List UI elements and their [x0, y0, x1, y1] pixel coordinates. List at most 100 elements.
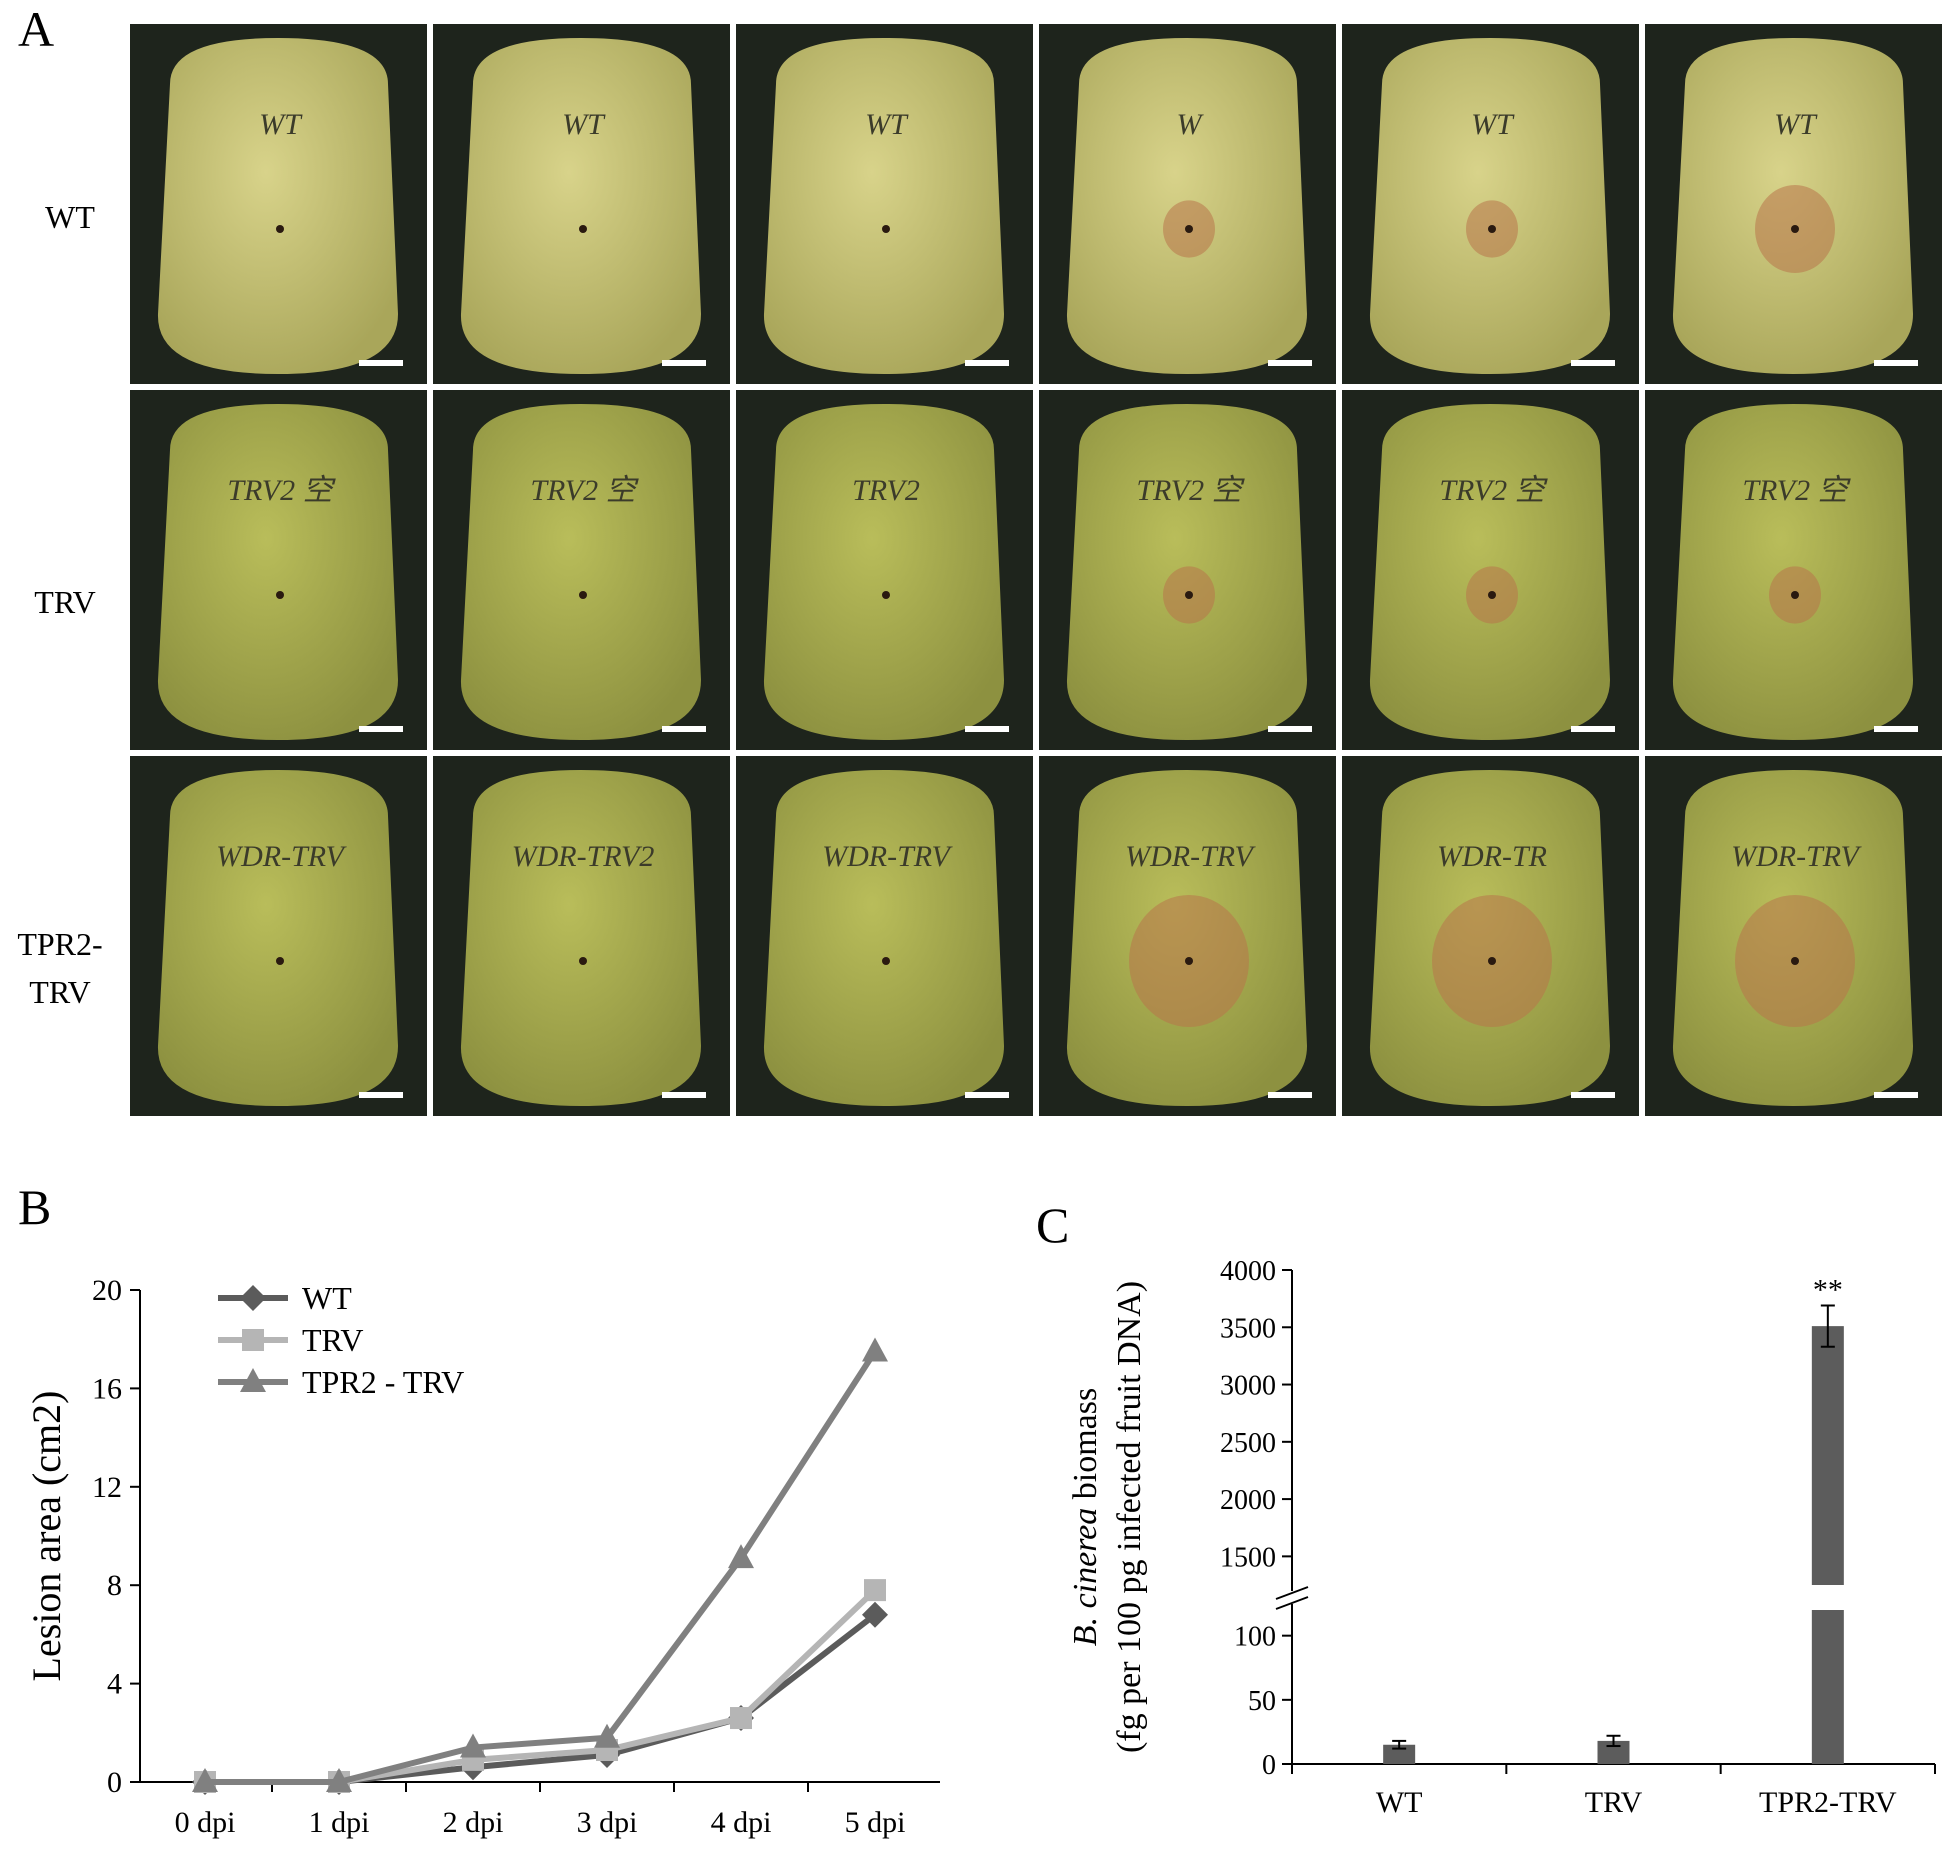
y-tick-label: 1500: [1220, 1542, 1276, 1573]
fruit-photo: TRV2 空: [1039, 390, 1336, 750]
legend-marker: [240, 1285, 266, 1311]
fruit-illustration: WT: [763, 38, 1004, 374]
inoculation-point: [1185, 591, 1193, 599]
fruit-illustration: TRV2 空: [460, 404, 701, 740]
lesion-area-line-chart: 0 4 8 12 16 20 0 dpi 1 dpi 2 dpi 3 dpi 4 dpi 5 dpi L…: [24, 1274, 940, 1839]
fruit-photo: WDR-TRV: [736, 756, 1033, 1116]
y-axis-label: B. cinerea biomass: [1067, 1388, 1104, 1646]
scale-bar: [1268, 1092, 1312, 1098]
inoculation-point: [276, 591, 284, 599]
row-label-tpr2-line1: TPR2-: [17, 926, 103, 962]
fruit-photo: WT: [1645, 24, 1942, 384]
y-tick-label: 20: [92, 1274, 122, 1307]
inoculation-point: [276, 225, 284, 233]
x-tick-label: 3 dpi: [577, 1806, 638, 1839]
y-tick-label: 16: [92, 1372, 122, 1405]
fruit-photo: W: [1039, 24, 1336, 384]
data-point: [594, 1723, 620, 1748]
x-tick-label: 2 dpi: [443, 1806, 504, 1839]
fruit-illustration: WT: [460, 38, 701, 374]
y-tick-label: 0: [107, 1766, 122, 1799]
inoculation-point: [579, 957, 587, 965]
fruit-body: [460, 404, 701, 740]
data-point: [728, 1544, 754, 1569]
legend-label: TPR2 - TRV: [302, 1364, 464, 1400]
bar: [1811, 1326, 1844, 1585]
fruit-marker-text: WT: [1471, 108, 1515, 141]
fruit-photo: TRV2 空: [433, 390, 730, 750]
scale-bar: [1268, 726, 1312, 732]
x-tick-label: 0 dpi: [175, 1806, 236, 1839]
panel-label-c: C: [1036, 1197, 1070, 1253]
fruit-illustration: WDR-TR: [1369, 770, 1610, 1106]
data-point: [864, 1579, 886, 1602]
y-axis-label-line2: (fg per 100 pg infected fruit DNA): [1111, 1281, 1148, 1753]
scale-bar: [965, 726, 1009, 732]
x-tick-label: 4 dpi: [711, 1806, 772, 1839]
scale-bar: [1571, 726, 1615, 732]
fruit-marker-text: WDR-TRV: [822, 840, 953, 873]
inoculation-point: [1791, 957, 1799, 965]
fruit-marker-text: WDR-TRV2: [512, 840, 655, 873]
scale-bar: [662, 726, 706, 732]
fruit-illustration: WDR-TRV: [1066, 770, 1307, 1106]
fruit-photo: WT: [130, 24, 427, 384]
x-tick-label: 5 dpi: [845, 1806, 906, 1839]
fruit-photo: WDR-TRV: [130, 756, 427, 1116]
fruit-photo: WT: [1342, 24, 1639, 384]
fruit-marker-text: WT: [865, 108, 909, 141]
axis-break-mark: [1275, 1596, 1309, 1610]
y-tick-label: 4000: [1220, 1256, 1276, 1287]
fruit-illustration: W: [1066, 38, 1307, 374]
y-tick-label: 2500: [1220, 1428, 1276, 1459]
series-2: TPR2 - TRV: [192, 1337, 888, 1792]
fruit-illustration: TRV2 空: [1369, 404, 1610, 740]
inoculation-point: [882, 591, 890, 599]
y-axis-label-rest: biomass: [1067, 1388, 1104, 1508]
y-tick-label: 50: [1248, 1686, 1276, 1717]
x-tick-label: 1 dpi: [309, 1806, 370, 1839]
scale-bar: [359, 726, 403, 732]
legend-label: TRV: [302, 1322, 363, 1358]
fruit-illustration: WT: [1369, 38, 1610, 374]
fruit-body: [460, 770, 701, 1106]
x-tick-label: WT: [1376, 1786, 1423, 1819]
fruit-photo: WDR-TRV: [1039, 756, 1336, 1116]
fruit-photo: WDR-TR: [1342, 756, 1639, 1116]
legend-label: WT: [302, 1280, 352, 1316]
fruit-photo: TRV2 空: [130, 390, 427, 750]
fruit-illustration: WT: [157, 38, 398, 374]
series-0: WT: [192, 1280, 888, 1795]
inoculation-point: [579, 225, 587, 233]
inoculation-point: [1791, 591, 1799, 599]
inoculation-point: [1185, 957, 1193, 965]
y-axis-label: Lesion area (cm2): [24, 1391, 69, 1682]
bar-lower-segment: [1811, 1610, 1844, 1764]
y-tick-label: 3000: [1220, 1371, 1276, 1402]
data-point: [730, 1707, 752, 1730]
fruit-illustration: WDR-TRV: [157, 770, 398, 1106]
y-axis-label-italic: B. cinerea: [1067, 1508, 1104, 1646]
fruit-photo: WDR-TRV: [1645, 756, 1942, 1116]
y-tick-label: 0: [1262, 1750, 1276, 1781]
scale-bar: [1571, 360, 1615, 366]
inoculation-point: [1488, 225, 1496, 233]
scale-bar: [1874, 1092, 1918, 1098]
fruit-body: [763, 38, 1004, 374]
scale-bar: [662, 1092, 706, 1098]
fruit-marker-text: WDR-TRV: [1125, 840, 1256, 873]
inoculation-point: [579, 591, 587, 599]
fruit-marker-text: W: [1177, 108, 1205, 141]
fruit-body: [157, 770, 398, 1106]
row-label-trv: TRV: [5, 578, 125, 626]
scale-bar: [1268, 360, 1312, 366]
scale-bar: [965, 1092, 1009, 1098]
fruit-photo: WT: [433, 24, 730, 384]
data-point: [862, 1337, 888, 1362]
fruit-body: [157, 38, 398, 374]
y-tick-label: 4: [107, 1668, 122, 1701]
significance-label: **: [1813, 1274, 1843, 1307]
series-1: TRV: [194, 1322, 886, 1793]
row-label-trv-text: TRV: [34, 584, 96, 620]
fruit-photo: TRV2 空: [1342, 390, 1639, 750]
